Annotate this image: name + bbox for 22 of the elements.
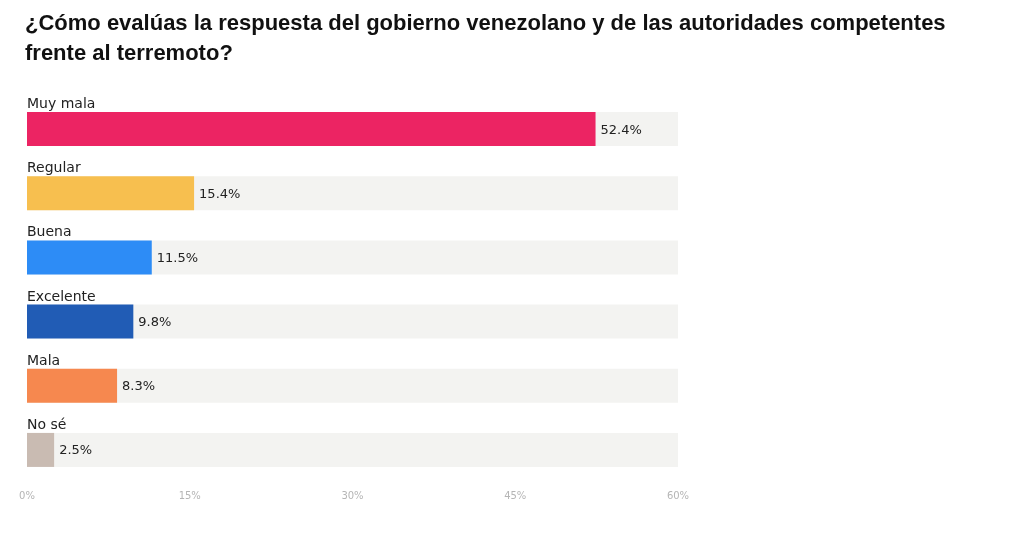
chart-title: ¿Cómo evalúas la respuesta del gobierno venezolano y de las autoridades competentes frente al terremoto? xyxy=(25,9,952,65)
bar xyxy=(27,304,134,339)
y-tick-label: Regular xyxy=(27,159,81,176)
x-tick-label: 30% xyxy=(341,489,364,501)
x-tick-label: 15% xyxy=(178,489,201,501)
data-label: 15.4% xyxy=(199,185,241,201)
x-tick-label: 60% xyxy=(666,489,690,501)
bar xyxy=(27,240,152,275)
y-tick-label: Mala xyxy=(27,351,61,368)
data-label: 2.5% xyxy=(59,442,93,458)
y-tick-label: Buena xyxy=(27,223,72,240)
data-label: 11.5% xyxy=(156,249,199,265)
data-label: 9.8% xyxy=(138,314,172,330)
data-label: 52.4% xyxy=(600,121,642,137)
y-tick-label: Muy mala xyxy=(27,95,96,112)
bar xyxy=(27,432,55,467)
y-tick-label: No sé xyxy=(27,415,67,432)
data-label: 8.3% xyxy=(122,378,156,394)
y-tick-label: Excelente xyxy=(27,287,96,304)
bar xyxy=(27,368,118,403)
x-tick-label: 0% xyxy=(19,489,35,501)
x-tick-label: 45% xyxy=(504,489,527,501)
